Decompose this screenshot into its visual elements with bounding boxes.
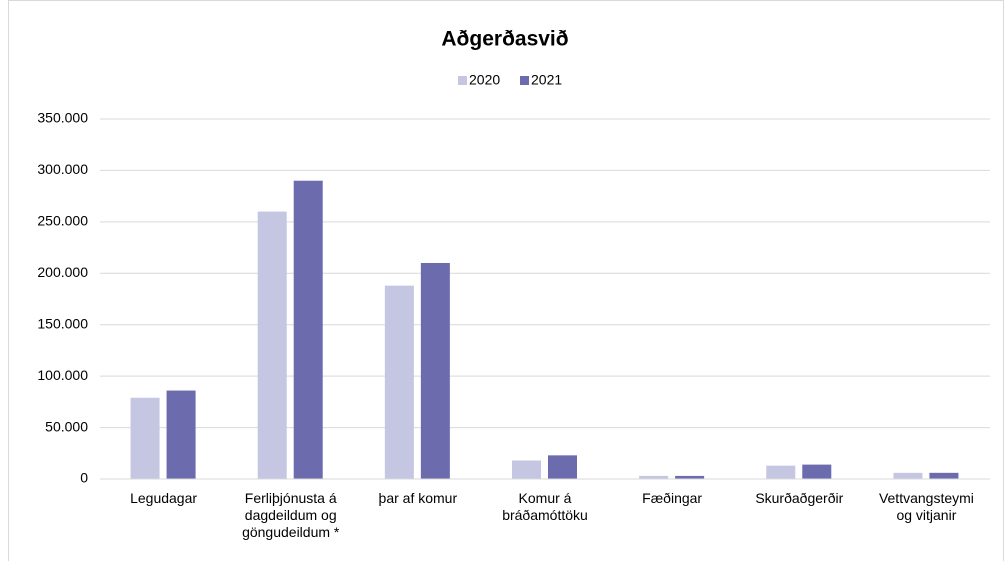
chart-title: Aðgerðasvið xyxy=(441,28,568,51)
bar xyxy=(548,455,577,479)
y-tick-label: 250.000 xyxy=(37,213,88,229)
y-tick-label: 50.000 xyxy=(45,418,88,434)
bar xyxy=(257,211,287,480)
x-tick-label: Skurðaðgerðir xyxy=(755,490,843,506)
x-tick-label: Fæðingar xyxy=(642,490,702,506)
x-tick-label: þar af komur xyxy=(379,490,458,506)
bar xyxy=(130,397,160,479)
bar xyxy=(675,475,705,479)
bar xyxy=(420,263,450,479)
y-tick-label: 350.000 xyxy=(37,110,88,126)
y-tick-label: 300.000 xyxy=(37,161,88,177)
y-tick-label: 150.000 xyxy=(37,315,88,331)
y-tick-label: 200.000 xyxy=(37,264,88,280)
x-tick-label: Komur á bráðamóttöku xyxy=(502,490,588,523)
legend-label: 2021 xyxy=(531,72,562,88)
chart-border xyxy=(8,0,1004,561)
bar xyxy=(166,390,196,479)
x-tick-label: Vettvangsteymi og vitjanir xyxy=(879,490,974,523)
bar xyxy=(893,472,923,479)
bar xyxy=(639,475,669,479)
legend-label: 2020 xyxy=(469,72,500,88)
bar xyxy=(766,465,796,479)
bar xyxy=(293,180,323,479)
x-tick-label: Legudagar xyxy=(130,490,197,506)
bar xyxy=(929,472,959,479)
bar xyxy=(802,464,832,479)
bar xyxy=(512,460,541,479)
bar xyxy=(384,285,414,479)
y-tick-label: 100.000 xyxy=(37,367,88,383)
y-tick-label: 0 xyxy=(80,470,88,486)
legend-swatch xyxy=(458,76,467,85)
legend-swatch xyxy=(520,76,529,85)
x-tick-label: Ferliþjónusta á dagdeildum og göngudeildum… xyxy=(242,490,340,540)
